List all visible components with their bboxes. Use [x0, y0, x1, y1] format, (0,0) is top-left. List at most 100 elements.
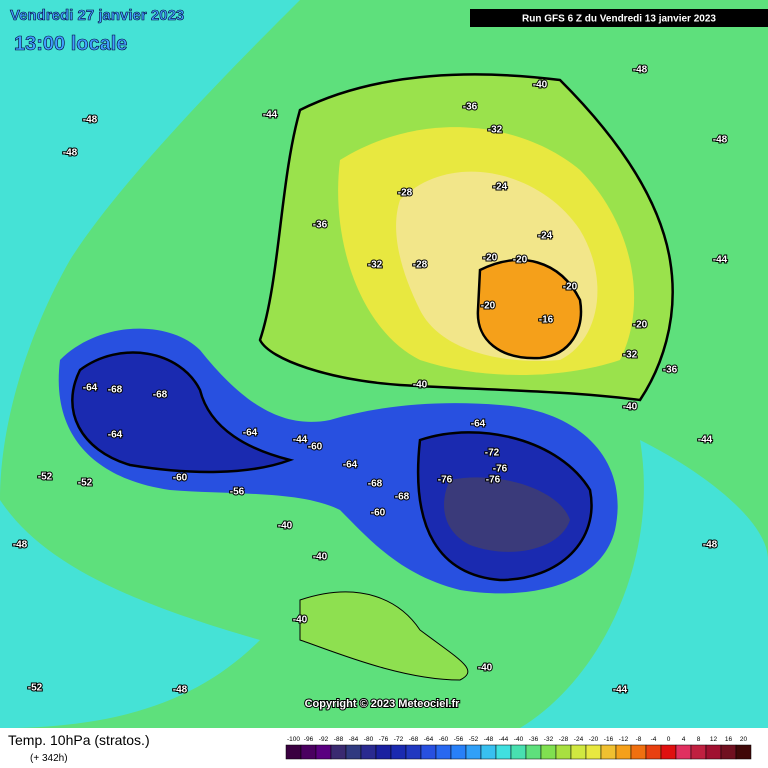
scale-label: -16 — [604, 736, 614, 743]
scale-label: -88 — [334, 736, 344, 743]
contour-label: -68 — [395, 492, 410, 503]
scale-swatch — [435, 744, 452, 760]
scale-label: -12 — [619, 736, 629, 743]
scale-label: -60 — [439, 736, 449, 743]
orange-region — [476, 258, 583, 360]
scale-label: -4 — [651, 736, 657, 743]
scale-swatch — [645, 744, 662, 760]
contour-label: -32 — [488, 125, 503, 136]
scale-label: -68 — [409, 736, 419, 743]
scale-label: 4 — [682, 736, 686, 743]
contour-label: -72 — [485, 448, 500, 459]
scale-swatch — [585, 744, 602, 760]
contour-label: -36 — [313, 220, 328, 231]
scale-swatch — [690, 744, 707, 760]
scale-swatch — [480, 744, 497, 760]
contour-label: -52 — [78, 478, 93, 489]
scale-label: -8 — [636, 736, 642, 743]
scale-label: 12 — [710, 736, 718, 743]
contour-label: -32 — [368, 260, 383, 271]
scale-swatch — [600, 744, 617, 760]
contour-label: -76 — [438, 475, 453, 486]
scale-label: -92 — [319, 736, 329, 743]
contour-label: -64 — [108, 430, 123, 441]
scale-label: -72 — [394, 736, 404, 743]
contour-label: -76 — [486, 475, 501, 486]
contour-label: -20 — [563, 282, 578, 293]
contour-label: -64 — [343, 460, 358, 471]
scale-label: -40 — [514, 736, 524, 743]
contour-label: -36 — [663, 365, 678, 376]
contour-label: -40 — [413, 380, 428, 391]
contour-label: -48 — [713, 135, 728, 146]
scale-swatch — [465, 744, 482, 760]
scale-label: -100 — [287, 736, 300, 743]
contour-label: -20 — [513, 255, 528, 266]
scale-swatch — [540, 744, 557, 760]
field-title: Temp. 10hPa (stratos.) — [8, 732, 150, 748]
scale-swatch — [450, 744, 467, 760]
contour-label: -44 — [263, 110, 278, 121]
contour-label: -28 — [413, 260, 428, 271]
contour-label: -44 — [713, 255, 728, 266]
scale-swatch — [315, 744, 332, 760]
scale-label: -76 — [379, 736, 389, 743]
contour-label: -64 — [83, 383, 98, 394]
contour-label: -16 — [539, 315, 554, 326]
run-info: Run GFS 6 Z du Vendredi 13 janvier 2023 — [522, 14, 716, 25]
copyright: Copyright © 2023 Meteociel.fr — [305, 698, 461, 710]
contour-label: -40 — [623, 402, 638, 413]
scale-swatch — [345, 744, 362, 760]
cyan-region — [0, 500, 260, 728]
scale-label: 16 — [725, 736, 733, 743]
contour-label: -20 — [481, 301, 496, 312]
contour-label: -40 — [533, 80, 548, 91]
contour-label: -52 — [38, 472, 53, 483]
scale-swatch — [375, 744, 392, 760]
contour-label: -32 — [623, 350, 638, 361]
contour-label: -20 — [483, 253, 498, 264]
contour-label: -60 — [173, 473, 188, 484]
contour-labels: -48 -48 -44 -40 -36 -32 -28 -24 -24 -28 -32 -36 -20 -… — [12, 64, 729, 697]
scale-label: -80 — [364, 736, 374, 743]
run-banner — [470, 9, 768, 27]
scale-label: -56 — [454, 736, 464, 743]
color-scale: -100 -96 -92 -88 -84 -80 -76 -72 -68 -64 -60 -56 -52… — [285, 736, 752, 760]
contour-label: -60 — [308, 442, 323, 453]
forecast-hour: (+ 342h) — [30, 753, 68, 764]
cyan-region — [0, 0, 300, 500]
scale-label: -84 — [349, 736, 359, 743]
scale-label: -24 — [574, 736, 584, 743]
contour-label: -44 — [613, 685, 628, 696]
scale-swatch — [675, 744, 692, 760]
scale-swatch — [300, 744, 317, 760]
contour-label: -40 — [478, 663, 493, 674]
scale-label: 20 — [740, 736, 748, 743]
scale-swatch — [495, 744, 512, 760]
contour-label: -64 — [471, 419, 486, 430]
contour-label: -40 — [313, 552, 328, 563]
scale-label: -48 — [484, 736, 494, 743]
contour-label: -40 — [293, 615, 308, 626]
scale-swatch — [525, 744, 542, 760]
contour-label: -68 — [153, 390, 168, 401]
scale-label: 8 — [697, 736, 701, 743]
scale-label: -20 — [589, 736, 599, 743]
scale-label: -96 — [304, 736, 314, 743]
contour-label: -24 — [538, 231, 553, 242]
scale-label: 0 — [667, 736, 671, 743]
contour-label: -48 — [83, 115, 98, 126]
scale-swatch — [330, 744, 347, 760]
scale-swatch — [705, 744, 722, 760]
scale-label: -52 — [469, 736, 479, 743]
contour-label: -52 — [28, 683, 43, 694]
scale-swatch — [720, 744, 737, 760]
contour-label: -48 — [13, 540, 28, 551]
scale-swatch — [360, 744, 377, 760]
contour-label: -44 — [698, 435, 713, 446]
contour-label: -48 — [173, 685, 188, 696]
contour-label: -20 — [633, 320, 648, 331]
contour-label: -44 — [293, 435, 308, 446]
scale-label: -44 — [499, 736, 509, 743]
